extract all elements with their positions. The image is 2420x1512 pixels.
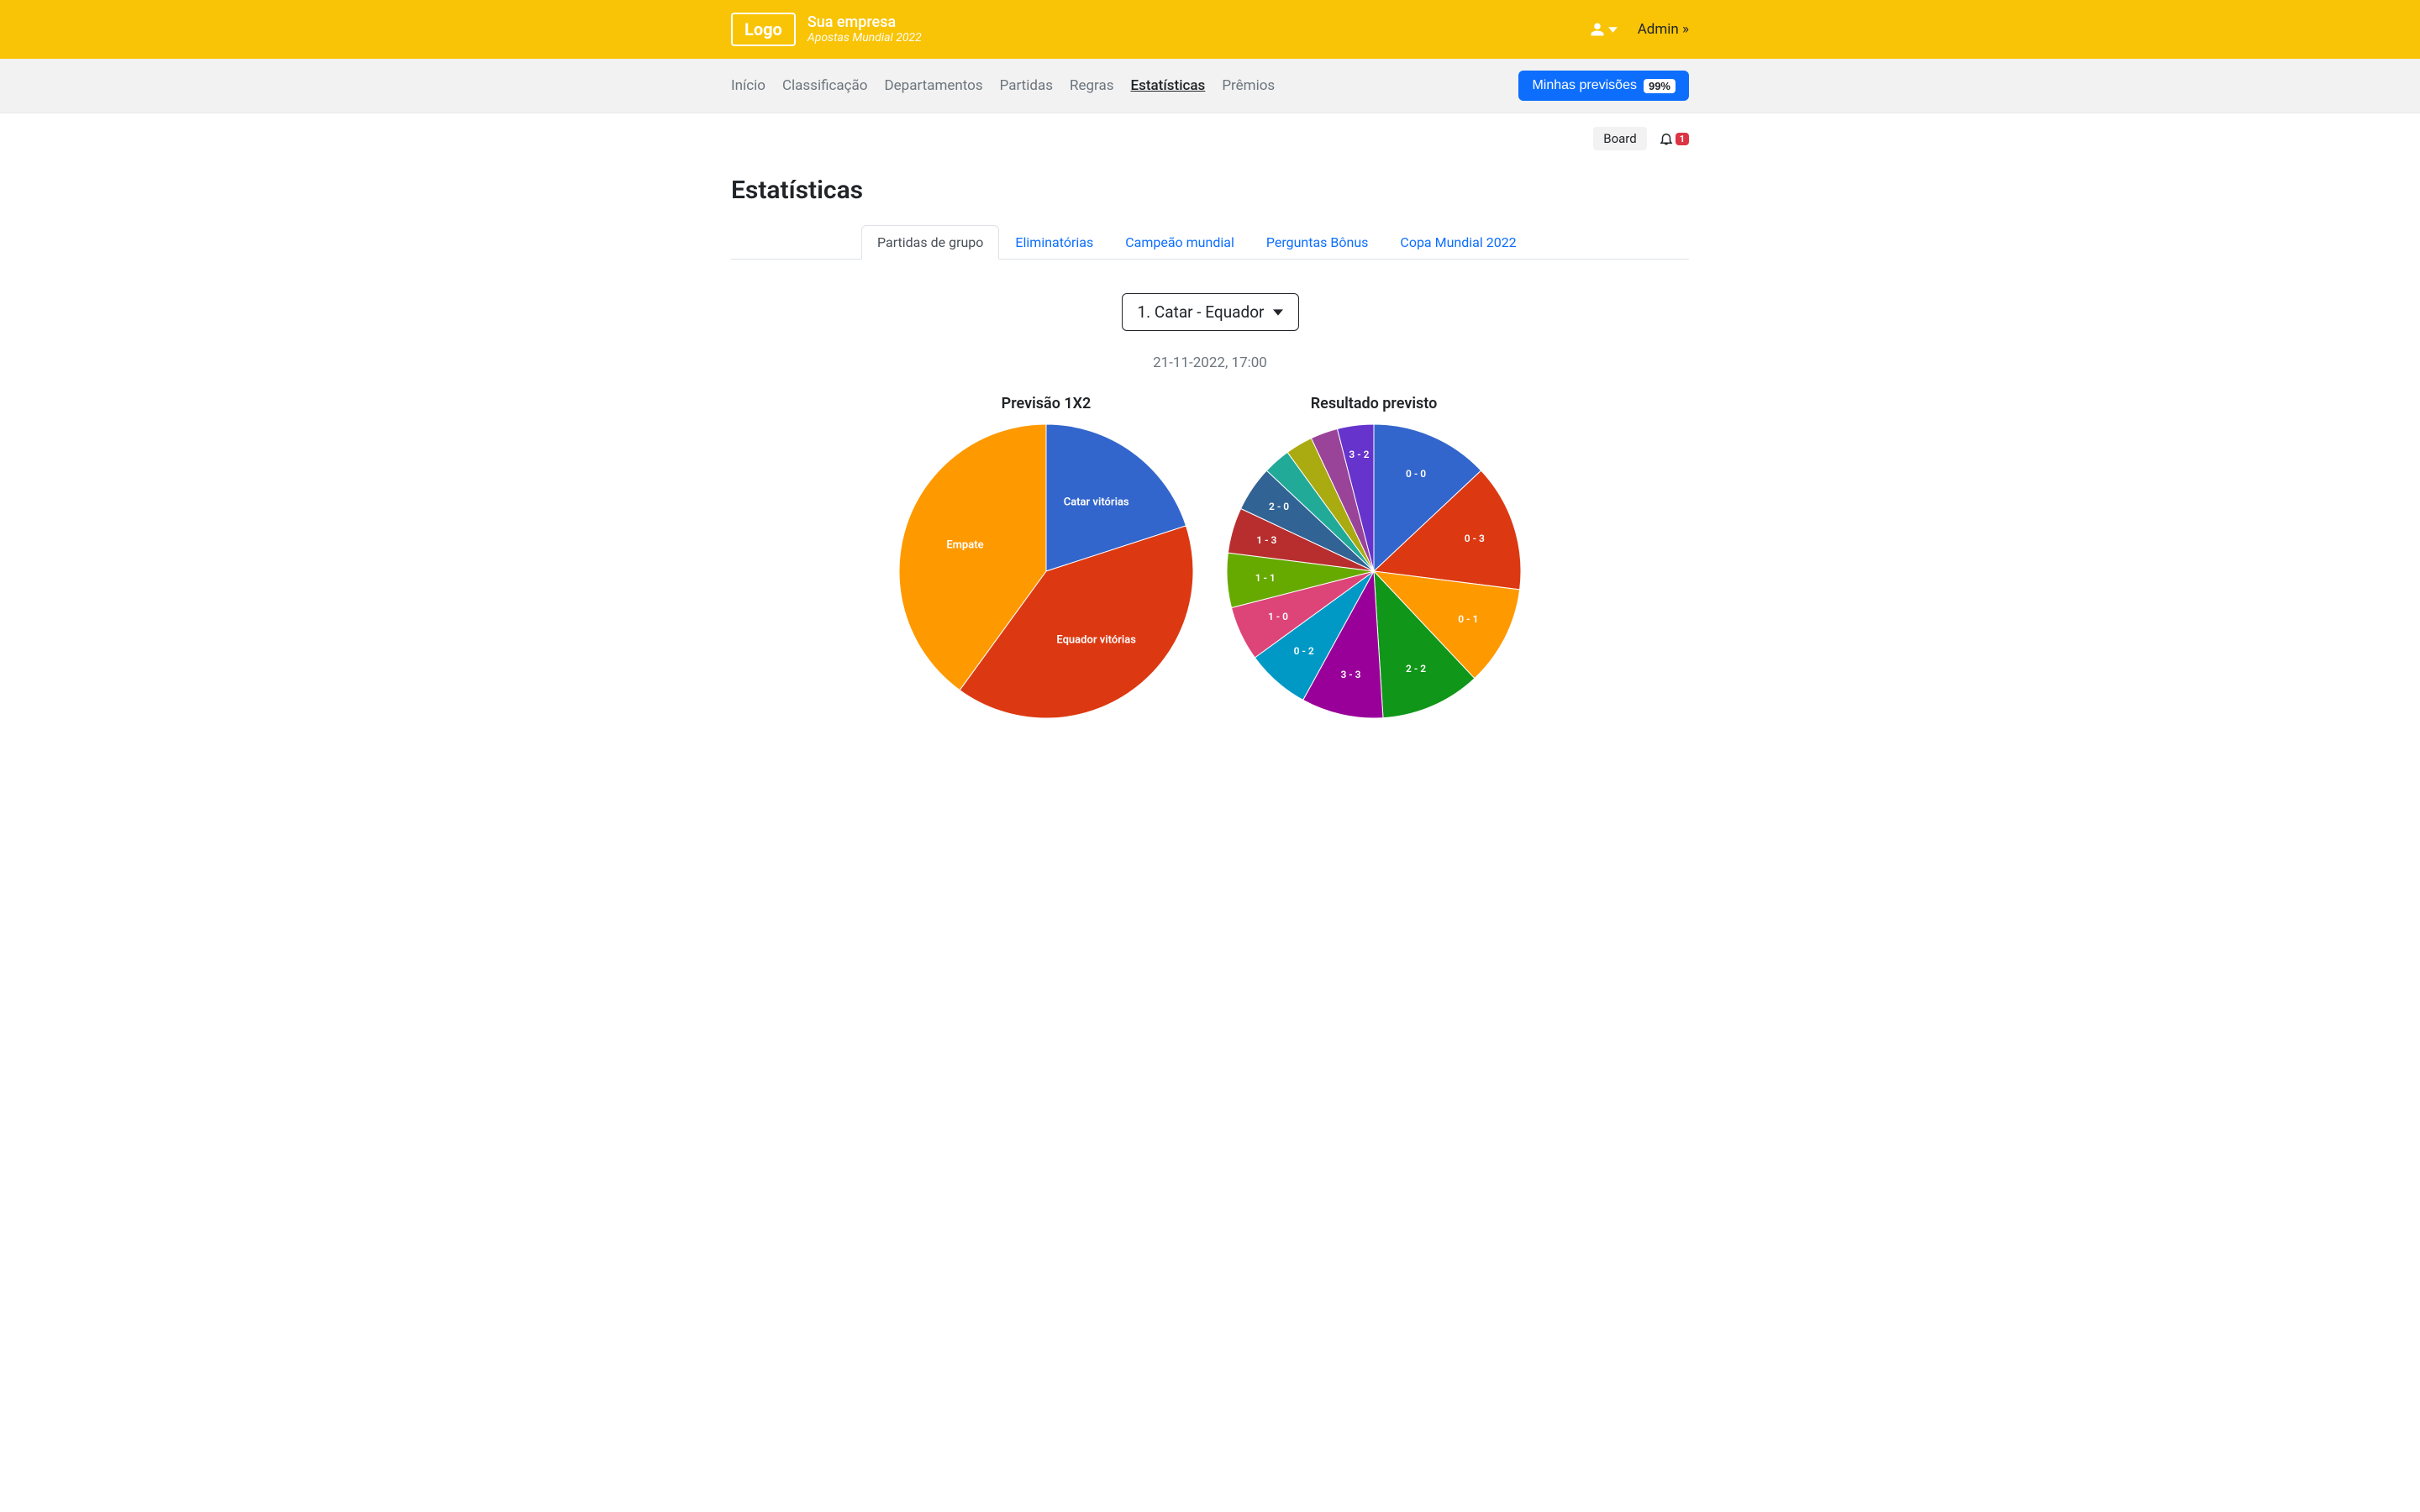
logo[interactable]: Logo	[731, 13, 796, 46]
page-title: Estatísticas	[731, 176, 1689, 205]
user-menu[interactable]	[1590, 22, 1618, 37]
user-icon	[1590, 22, 1605, 37]
my-predictions-label: Minhas previsões	[1532, 78, 1637, 93]
tabs: Partidas de grupoEliminatóriasCampeão mu…	[731, 225, 1689, 260]
nav-link-6[interactable]: Prêmios	[1222, 77, 1275, 94]
chart-left: Previsão 1X2 Catar vitóriasEquador vitór…	[899, 395, 1193, 722]
bell-badge: 1	[1676, 133, 1689, 145]
notifications-button[interactable]: 1	[1659, 131, 1689, 146]
nav-link-0[interactable]: Início	[731, 77, 765, 94]
nav-link-2[interactable]: Departamentos	[885, 77, 983, 94]
page-content: Estatísticas Partidas de grupoEliminatór…	[731, 150, 1689, 772]
brand-text: Sua empresa Apostas Mundial 2022	[808, 14, 922, 45]
navbar: Início Classificação Departamentos Partidas…	[0, 59, 2420, 113]
subbar: Board 1	[731, 113, 1689, 150]
chart-right: Resultado previsto 0 - 00 - 30 - 12 - 23…	[1227, 395, 1521, 722]
caret-down-icon	[1273, 307, 1283, 318]
tab-3[interactable]: Perguntas Bônus	[1250, 225, 1385, 260]
nav-link-3[interactable]: Partidas	[1000, 77, 1053, 94]
company-name: Sua empresa	[808, 14, 922, 31]
pie-svg	[1227, 424, 1521, 718]
company-subtitle: Apostas Mundial 2022	[808, 31, 922, 45]
predictions-badge: 99%	[1644, 79, 1676, 93]
chart-left-title: Previsão 1X2	[899, 395, 1193, 412]
tab-0[interactable]: Partidas de grupo	[861, 225, 999, 260]
admin-link[interactable]: Admin »	[1638, 21, 1689, 38]
nav-link-1[interactable]: Classificação	[782, 77, 868, 94]
caret-down-icon	[1608, 25, 1618, 34]
nav-link-4[interactable]: Regras	[1070, 77, 1114, 94]
charts-row: Previsão 1X2 Catar vitóriasEquador vitór…	[731, 395, 1689, 722]
my-predictions-button[interactable]: Minhas previsões 99%	[1518, 71, 1689, 101]
pie-right: 0 - 00 - 30 - 12 - 23 - 30 - 21 - 01 - 1…	[1227, 424, 1521, 718]
bell-icon	[1659, 131, 1674, 146]
nav-links: Início Classificação Departamentos Partidas…	[731, 77, 1275, 94]
board-button[interactable]: Board	[1593, 127, 1646, 150]
tab-1[interactable]: Eliminatórias	[999, 225, 1109, 260]
pie-svg	[899, 424, 1193, 718]
tab-2[interactable]: Campeão mundial	[1109, 225, 1250, 260]
tabs-lead-spacer	[731, 225, 861, 260]
chart-right-title: Resultado previsto	[1227, 395, 1521, 412]
match-selector-label: 1. Catar - Equador	[1138, 302, 1265, 322]
pie-left: Catar vitóriasEquador vitóriasEmpate	[899, 424, 1193, 718]
match-selector[interactable]: 1. Catar - Equador	[1122, 293, 1299, 331]
topbar: Logo Sua empresa Apostas Mundial 2022 Ad…	[0, 0, 2420, 59]
match-datetime: 21-11-2022, 17:00	[731, 354, 1689, 371]
tab-4[interactable]: Copa Mundial 2022	[1384, 225, 1532, 260]
nav-link-5[interactable]: Estatísticas	[1131, 77, 1206, 94]
